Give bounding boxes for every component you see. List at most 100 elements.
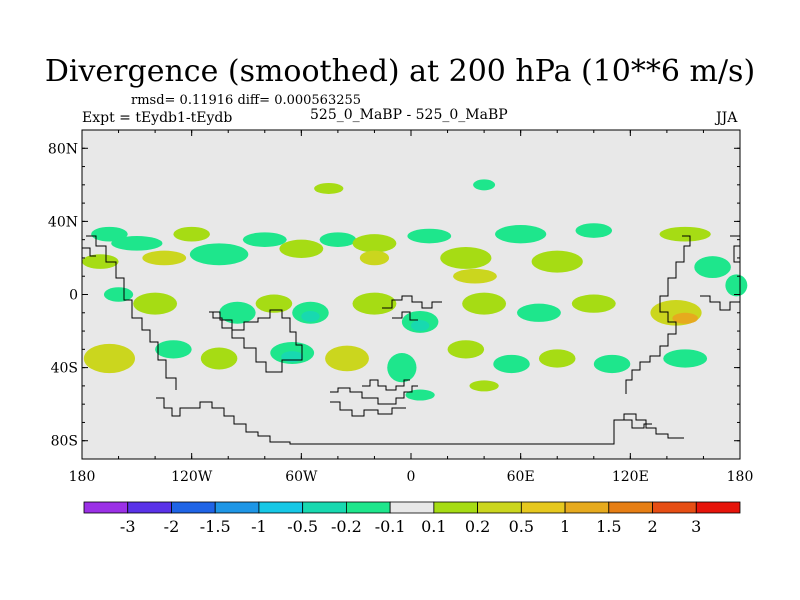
anomaly-cell-pos_small [659,226,711,242]
y-tick-label: 0 [69,288,78,304]
colorbar-swatch [127,501,172,514]
anomaly-cell-neg_small [242,232,287,247]
colorbar-label: -0.1 [375,517,406,536]
anomaly-cell-neg_small [694,256,731,279]
stats-line: rmsd= 0.11916 diff= 0.000563255 [131,93,362,108]
colorbar-label: 0.5 [509,517,534,536]
experiment-label: Expt = tEydb1-tEydb [82,110,233,126]
anomaly-cell-neg_small [387,352,417,383]
anomaly-cell-neg_small [319,232,357,247]
colorbar-swatch [389,501,435,514]
anomaly-cell-pos_large [672,312,698,324]
anomaly-cell-neg_small [407,228,452,244]
colorbar-label: -1 [251,517,267,536]
anomaly-cell-neg_med [301,310,320,322]
anomaly-cells [82,179,748,401]
anomaly-cell-neg_small [517,303,561,322]
anomaly-cell-neg_small [593,354,631,374]
x-tick-label: 180 [69,469,96,485]
anomaly-cell-pos_small [173,226,210,242]
colorbar-label: 0.1 [421,517,446,536]
colorbar-swatch [302,501,347,514]
anomaly-cell-pos_small [440,246,492,269]
colorbar-swatch [83,501,129,514]
anomaly-cell-pos_small [279,239,324,258]
coast-africa-west [382,295,442,309]
coast-ross-sea [614,413,684,439]
coastline-outline [82,235,741,445]
subtitle: 525_0_MaBP - 525_0_MaBP [310,107,508,123]
chart-title: Divergence (smoothed) at 200 hPa (10**6 … [44,54,756,89]
colorbar-swatch [171,501,216,514]
coast-pacific-east [700,295,740,311]
anomaly-cell-pos_small [314,183,344,194]
x-tick-label: 120W [171,469,213,485]
colorbar-swatch [652,501,697,514]
colorbar-label: 0.2 [465,517,490,536]
x-axis: 180 120W 60W 0 60E 120E 180 [69,130,754,485]
y-tick-label: 80N [48,141,78,157]
colorbar-label: 3 [691,517,701,536]
anomaly-cell-pos_med [453,268,497,284]
coast-antarctic-peninsula [330,385,418,405]
anomaly-cell-pos_med [359,250,390,266]
y-axis: 80N 40N 0 40S 80S [48,141,740,450]
colorbar-label: 1.5 [596,517,621,536]
colorbar-label: -0.2 [331,517,362,536]
colorbar-swatch [520,501,566,514]
colorbar-label: -0.5 [287,517,318,536]
anomaly-cell-pos_small [571,294,616,313]
colorbar-label: -1.5 [200,517,231,536]
anomaly-cell-neg_small [155,340,192,359]
anomaly-cell-neg_small [575,223,613,238]
anomaly-cell-pos_small [200,347,238,370]
anomaly-cell-pos_small [531,250,583,273]
colorbar-swatch [695,501,741,514]
x-tick-label: 180 [727,469,754,485]
anomaly-cell-neg_small [405,389,435,401]
x-tick-label: 60W [285,469,318,485]
colorbar-label: 1 [560,517,570,536]
anomaly-cell-neg_small [91,226,128,242]
colorbar-swatch [258,501,304,514]
y-tick-label: 40N [48,214,78,230]
anomaly-cell-pos_small [469,380,499,392]
season-label: JJA [716,110,738,126]
x-tick-label: 120E [612,469,649,485]
anomaly-cell-pos_small [255,294,293,313]
colorbar-swatch [608,501,653,514]
y-tick-label: 80S [51,434,78,450]
coast-australia-east [625,235,691,394]
colorbar-label: 2 [647,517,657,536]
anomaly-cell-pos_med [142,250,187,266]
colorbar-swatch [433,501,479,514]
anomaly-cell-neg_small [473,179,496,191]
anomaly-cell-neg_small [495,225,547,244]
anomaly-cell-neg_small [219,301,256,324]
plot-background [82,130,740,459]
coast-pacific-islands [730,235,741,263]
anomaly-cell-pos_med [325,345,369,372]
colorbar-swatch [477,501,522,514]
anomaly-cell-neg_med [411,320,430,332]
anomaly-cell-neg_small [725,274,748,297]
anomaly-cell-neg_small [111,236,163,251]
coast-pacific-north [82,247,96,257]
anomaly-cell-pos_small [352,292,397,315]
anomaly-cell-pos_small [82,254,119,269]
coast-weddell [362,379,410,391]
colorbar-label: -2 [164,517,180,536]
anomaly-cell-neg_small [103,287,134,302]
x-tick-label: 60E [507,469,535,485]
anomaly-cell-neg_small [663,349,708,368]
coast-weddell-inner [330,401,406,417]
anomaly-cell-pos_small [352,234,397,253]
coast-south-america [209,309,303,373]
anomaly-cell-neg_small [493,354,530,374]
anomaly-cell-pos_small [133,292,178,315]
y-tick-label: 40S [51,361,78,377]
colorbar-swatch [564,501,610,514]
anomaly-cell-neg_small [189,243,249,266]
x-tick-label: 0 [407,469,416,485]
